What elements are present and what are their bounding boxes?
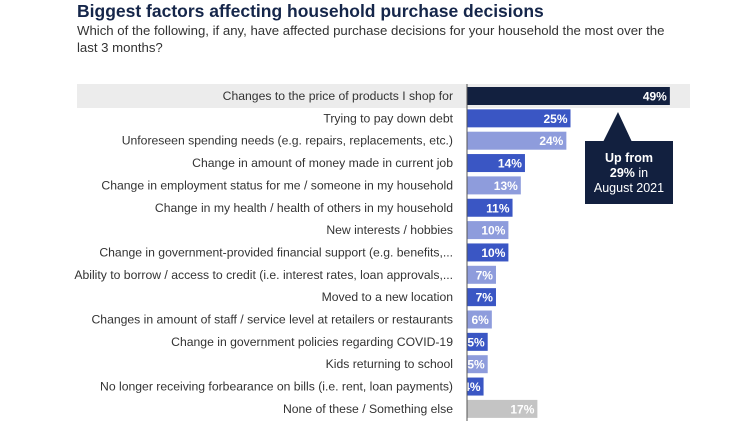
value-label: 7%: [476, 268, 494, 282]
bar: [467, 109, 571, 128]
category-label: No longer receiving forbearance on bills…: [100, 380, 453, 394]
bar-row: Change in government policies regarding …: [171, 332, 488, 351]
bar: [467, 131, 567, 150]
bar: [467, 265, 496, 284]
bar: [467, 399, 538, 418]
chart-subtitle: Which of the following, if any, have aff…: [77, 23, 665, 55]
bar-row: None of these / Something else 17%: [283, 399, 538, 418]
bar: [467, 332, 488, 351]
value-label: 14%: [498, 157, 522, 171]
value-label: 5%: [467, 358, 485, 372]
value-label: 49%: [643, 90, 667, 104]
bar-row: Change in amount of money made in curren…: [192, 154, 525, 173]
annotation-callout: Up from 29% in August 2021: [585, 141, 673, 204]
bar: [467, 243, 509, 262]
category-label: None of these / Something else: [283, 402, 453, 416]
value-label: 11%: [486, 201, 510, 215]
bar: [467, 288, 496, 307]
bar-row: Changes in amount of staff / service lev…: [91, 310, 492, 329]
category-label: Change in amount of money made in curren…: [192, 156, 453, 170]
bar: [467, 198, 513, 217]
bar-row: Kids returning to school 5%: [326, 355, 488, 374]
bar-row: Changes to the price of products I shop …: [223, 87, 670, 105]
category-label: New interests / hobbies: [326, 223, 453, 237]
annotation-value: 29%: [609, 166, 635, 180]
value-label: 7%: [476, 291, 494, 305]
bar-row: New interests / hobbies 10%: [326, 221, 509, 240]
category-label: Unforeseen spending needs (e.g. repairs,…: [122, 134, 453, 148]
annotation-line3: August 2021: [593, 181, 665, 195]
annotation-in: in: [634, 166, 649, 180]
bar: [467, 154, 525, 173]
bar: [467, 176, 521, 195]
value-label: 13%: [494, 179, 518, 193]
value-label: 17%: [510, 402, 534, 416]
chart-title: Biggest factors affecting household purc…: [77, 1, 544, 21]
bar: [467, 310, 492, 329]
bar: [467, 221, 509, 240]
bar-row: Change in government-provided financial …: [99, 243, 509, 262]
category-label: Change in my health / health of others i…: [155, 201, 453, 215]
bar-row: No longer receiving forbearance on bills…: [100, 377, 484, 396]
bar-row: Trying to pay down debt 25%: [323, 109, 571, 128]
category-label: Kids returning to school: [326, 357, 453, 371]
value-label: 24%: [539, 134, 563, 148]
category-label: Moved to a new location: [322, 290, 453, 304]
value-label: 5%: [467, 335, 485, 349]
category-label: Ability to borrow / access to credit (i.…: [74, 268, 453, 282]
category-label: Change in employment status for me / som…: [101, 178, 453, 192]
bar: [467, 355, 488, 374]
category-label: Trying to pay down debt: [323, 111, 453, 125]
bar-row: Unforeseen spending needs (e.g. repairs,…: [122, 131, 567, 150]
category-label: Changes to the price of products I shop …: [223, 89, 453, 103]
bar-row: Change in my health / health of others i…: [155, 198, 513, 217]
bar-row: Change in employment status for me / som…: [101, 176, 521, 195]
value-label: 25%: [543, 112, 567, 126]
bar-row: Moved to a new location 7%: [322, 288, 496, 307]
category-label: Change in government-provided financial …: [99, 245, 453, 259]
category-label: Changes in amount of staff / service lev…: [91, 313, 453, 327]
value-label: 10%: [481, 246, 505, 260]
value-label: 4%: [463, 380, 481, 394]
category-label: Change in government policies regarding …: [171, 335, 453, 349]
annotation-line1: Up from: [605, 151, 653, 165]
bar: [467, 87, 670, 105]
value-label: 10%: [481, 224, 505, 238]
bar-row: Ability to borrow / access to credit (i.…: [74, 265, 496, 284]
value-label: 6%: [471, 313, 489, 327]
bar: [467, 377, 484, 396]
callout-pointer: [603, 112, 632, 142]
